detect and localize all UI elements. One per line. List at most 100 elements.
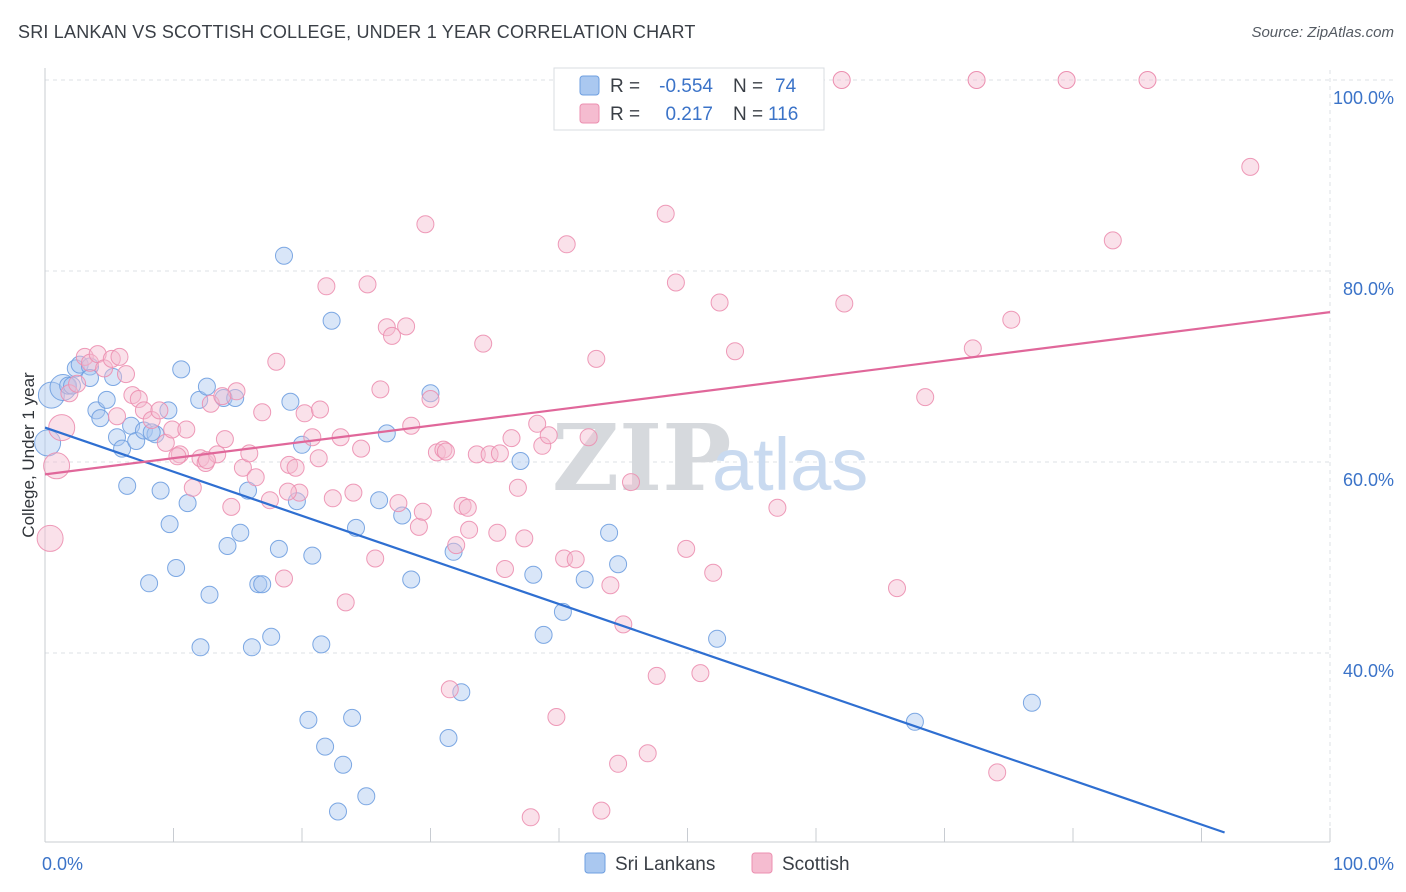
point-scottish-16 bbox=[150, 401, 169, 420]
point-scottish-108 bbox=[213, 387, 232, 406]
point-scottish-52 bbox=[383, 326, 401, 345]
point-scottish-81 bbox=[579, 428, 598, 447]
point-sri-lankans-18 bbox=[140, 574, 159, 593]
point-scottish-31 bbox=[246, 468, 265, 487]
trend-line-sri-lankans bbox=[44, 426, 1225, 834]
legend-n-label-2: N = bbox=[733, 104, 763, 125]
point-scottish-71 bbox=[508, 478, 527, 497]
point-scottish-50 bbox=[371, 380, 390, 399]
x-tick-label-left: 0.0% bbox=[42, 854, 83, 874]
point-sri-lankans-65 bbox=[575, 570, 594, 589]
point-scottish-58 bbox=[421, 390, 440, 408]
point-scottish-0 bbox=[36, 524, 64, 552]
point-scottish-51 bbox=[377, 318, 396, 337]
point-scottish-53 bbox=[389, 494, 408, 513]
y-tick-label-100: 100.0% bbox=[1333, 88, 1394, 108]
point-scottish-34 bbox=[267, 352, 286, 371]
series-legend-swatch-scottish bbox=[751, 852, 773, 874]
legend-swatch-pink bbox=[579, 103, 600, 124]
point-sri-lankans-25 bbox=[178, 494, 197, 513]
point-scottish-15 bbox=[142, 411, 161, 429]
point-scottish-114 bbox=[108, 407, 126, 426]
point-sri-lankans-44 bbox=[299, 710, 318, 729]
point-sri-lankans-54 bbox=[377, 424, 396, 443]
point-scottish-77 bbox=[547, 708, 566, 726]
watermark-atlas: atlas bbox=[712, 423, 868, 506]
point-scottish-91 bbox=[666, 273, 685, 292]
point-sri-lankans-23 bbox=[167, 559, 186, 577]
legend-n-value-1: 74 bbox=[775, 76, 797, 97]
point-sri-lankans-35 bbox=[242, 638, 261, 657]
point-scottish-40 bbox=[303, 428, 322, 447]
data-points bbox=[34, 71, 1260, 827]
point-sri-lankans-52 bbox=[357, 787, 376, 806]
point-scottish-99 bbox=[888, 579, 906, 598]
point-scottish-115 bbox=[197, 451, 216, 470]
point-scottish-8 bbox=[95, 359, 114, 378]
point-sri-lankans-39 bbox=[269, 539, 288, 558]
point-sri-lankans-49 bbox=[334, 755, 353, 774]
point-sri-lankans-40 bbox=[275, 246, 293, 265]
point-scottish-55 bbox=[402, 416, 421, 435]
point-sri-lankans-16 bbox=[127, 432, 146, 450]
point-scottish-101 bbox=[963, 339, 982, 358]
trend-line-scottish bbox=[44, 311, 1331, 476]
point-scottish-top-5 bbox=[967, 71, 986, 89]
point-scottish-98 bbox=[835, 294, 854, 313]
point-scottish-88 bbox=[638, 744, 657, 763]
point-scottish-35 bbox=[275, 569, 293, 588]
point-sri-lankans-36 bbox=[249, 575, 268, 594]
legend-r-value-1: -0.554 bbox=[659, 76, 713, 97]
point-sri-lankans-57 bbox=[421, 384, 440, 403]
point-scottish-106 bbox=[490, 444, 509, 463]
point-scottish-3 bbox=[60, 384, 79, 403]
point-scottish-65 bbox=[467, 445, 486, 464]
point-sri-lankans-61 bbox=[511, 452, 530, 470]
point-scottish-32 bbox=[253, 403, 272, 422]
point-scottish-102 bbox=[988, 763, 1007, 782]
watermark-zip: ZIP bbox=[552, 404, 731, 512]
point-scottish-45 bbox=[336, 593, 355, 612]
trend-lines bbox=[44, 311, 1331, 834]
point-scottish-76 bbox=[539, 426, 558, 445]
point-sri-lankans-60 bbox=[452, 683, 471, 702]
point-scottish-62 bbox=[447, 536, 466, 555]
point-scottish-top-6 bbox=[1057, 71, 1076, 89]
point-sri-lankans-69 bbox=[905, 712, 924, 731]
point-scottish-70 bbox=[502, 429, 521, 448]
point-scottish-79 bbox=[557, 235, 576, 254]
point-sri-lankans-62 bbox=[524, 565, 543, 584]
point-sri-lankans-24 bbox=[172, 360, 191, 379]
point-scottish-109 bbox=[436, 442, 455, 461]
point-sri-lankans-29 bbox=[200, 585, 219, 604]
point-scottish-top-7 bbox=[1138, 71, 1157, 89]
point-scottish-87 bbox=[622, 473, 640, 492]
point-sri-lankans-45 bbox=[303, 546, 322, 565]
x-tick-label-right: 100.0% bbox=[1333, 854, 1394, 874]
point-sri-lankans-67 bbox=[609, 555, 628, 574]
point-sri-lankans-20 bbox=[151, 481, 170, 500]
point-scottish-107 bbox=[413, 502, 432, 521]
point-sri-lankans-58 bbox=[439, 729, 458, 747]
point-sri-lankans-14 bbox=[118, 476, 137, 495]
legend-r-label-2: R = bbox=[610, 104, 640, 125]
point-sri-lankans-12 bbox=[108, 428, 126, 447]
point-scottish-42 bbox=[317, 277, 336, 296]
point-scottish-56 bbox=[409, 517, 428, 536]
point-scottish-90 bbox=[656, 204, 675, 223]
point-scottish-64 bbox=[460, 520, 479, 539]
legend-r-value-2: 0.217 bbox=[665, 104, 713, 125]
point-sri-lankans-38 bbox=[262, 627, 281, 646]
point-scottish-14 bbox=[134, 401, 153, 420]
point-scottish-94 bbox=[704, 563, 723, 582]
point-scottish-28 bbox=[227, 382, 246, 401]
point-scottish-13 bbox=[129, 390, 148, 408]
point-sri-lankans-48 bbox=[322, 311, 341, 330]
point-scottish-27 bbox=[222, 497, 241, 516]
point-scottish-112 bbox=[309, 449, 328, 468]
point-scottish-37 bbox=[286, 458, 305, 477]
point-scottish-21 bbox=[183, 478, 202, 497]
point-scottish-18 bbox=[163, 420, 182, 439]
axes: 100.0% 80.0% 60.0% 40.0% bbox=[44, 68, 1394, 843]
